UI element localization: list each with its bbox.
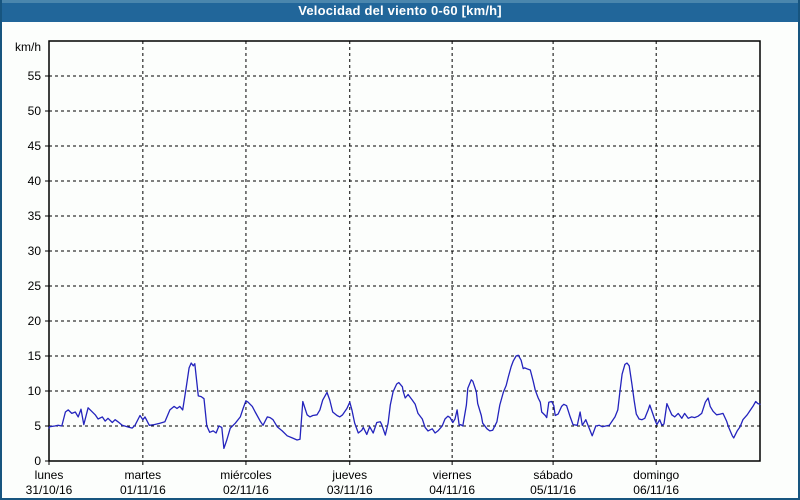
date-label: 31/10/16 — [26, 483, 73, 497]
wind-speed-line — [48, 354, 761, 450]
plot-border — [48, 40, 761, 462]
day-label: domingo — [633, 468, 679, 482]
y-tick-label: 15 — [28, 349, 42, 363]
y-tick-label: 0 — [34, 454, 41, 468]
y-tick-label: 30 — [28, 244, 42, 258]
y-tick-label: 40 — [28, 174, 42, 188]
day-label: martes — [125, 468, 162, 482]
date-label: 02/11/16 — [223, 483, 269, 497]
y-tick-label: 35 — [28, 209, 42, 223]
y-tick-label: 55 — [28, 69, 42, 83]
y-tick-label: 45 — [28, 139, 42, 153]
chart-title: Velocidad del viento 0-60 [km/h] — [298, 3, 502, 18]
day-label: jueves — [331, 468, 367, 482]
date-label: 05/11/16 — [530, 483, 576, 497]
y-tick-label: 50 — [28, 104, 42, 118]
day-label: lunes — [35, 468, 64, 482]
y-tick-label: 25 — [28, 279, 42, 293]
date-label: 06/11/16 — [633, 483, 679, 497]
date-label: 04/11/16 — [429, 483, 475, 497]
y-tick-label: 20 — [28, 314, 42, 328]
day-label: sábado — [533, 468, 573, 482]
date-label: 03/11/16 — [327, 483, 373, 497]
date-label: 01/11/16 — [120, 483, 166, 497]
day-label: viernes — [433, 468, 472, 482]
chart-area: 0 5 10 15 20 25 30 35 40 45 50 55 lunes 31/10/16 marte… — [2, 22, 798, 498]
y-tick-label: 10 — [28, 384, 42, 398]
y-tick-label: 5 — [34, 419, 41, 433]
chart-title-bar: Velocidad del viento 0-60 [km/h] — [2, 0, 798, 22]
day-label: miércoles — [220, 468, 271, 482]
y-axis-unit-label: km/h — [15, 40, 41, 54]
